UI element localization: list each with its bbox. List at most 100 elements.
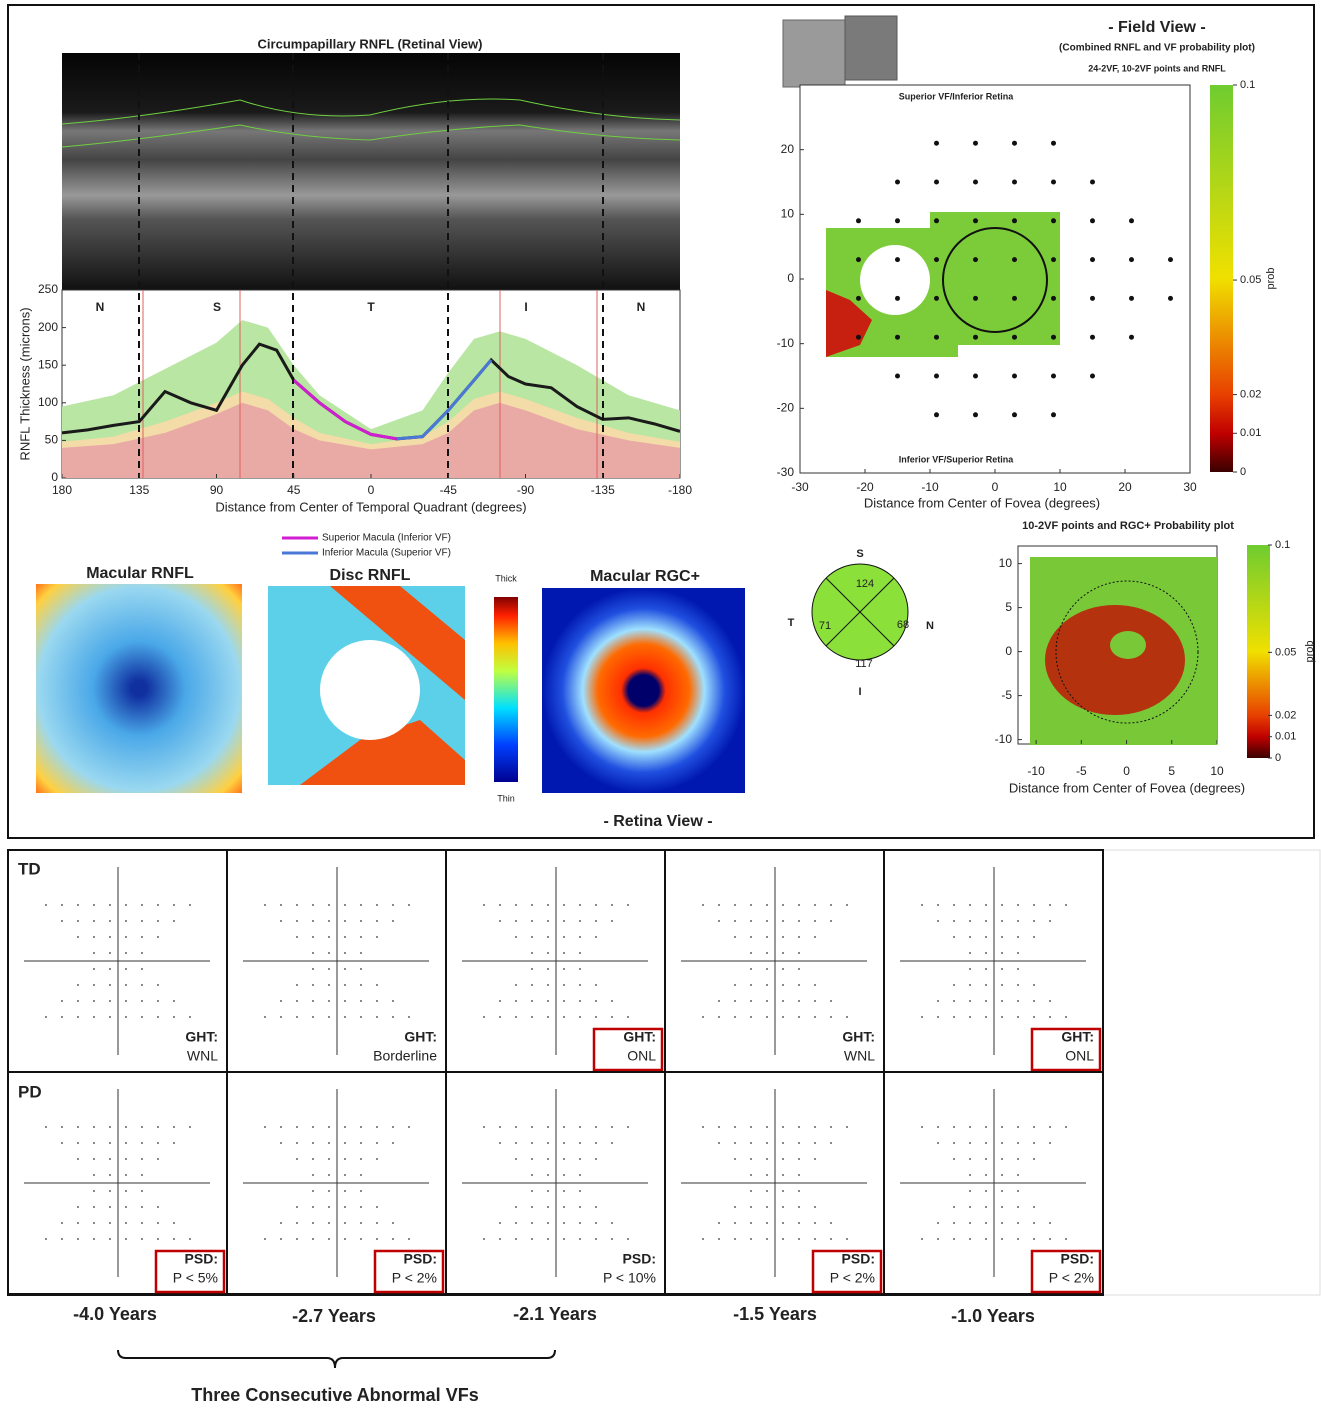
vf-point (934, 141, 939, 146)
vf-symbol (344, 920, 346, 922)
vf-symbol (798, 968, 800, 970)
vf-symbol (296, 1016, 298, 1018)
vf-symbol (921, 1126, 923, 1128)
vf-symbol (718, 1126, 720, 1128)
vf-symbol (985, 904, 987, 906)
colorbar-tick-label: 0.1 (1240, 79, 1255, 91)
y-tick-label: 200 (38, 320, 58, 334)
vf-symbol (1001, 920, 1003, 922)
vf-symbol (109, 968, 111, 970)
vf-symbol (798, 1016, 800, 1018)
vf-point (1090, 218, 1095, 223)
vf-symbol (264, 904, 266, 906)
vf-symbol (408, 1238, 410, 1240)
x-tick-label: 90 (210, 483, 224, 497)
vf-symbol (1017, 904, 1019, 906)
vf-point (934, 180, 939, 185)
rgc-normal (1110, 631, 1146, 659)
vf-point (934, 335, 939, 340)
vf-point (973, 180, 978, 185)
vf-symbol (312, 984, 314, 986)
vf-point (856, 296, 861, 301)
vf-symbol (157, 984, 159, 986)
quadrant-value: 71 (819, 620, 831, 632)
vf-symbol (798, 984, 800, 986)
vf-symbol (830, 1222, 832, 1224)
vf-symbol (312, 1158, 314, 1160)
vf-symbol (328, 968, 330, 970)
vf-symbol (77, 984, 79, 986)
vf-symbol (515, 1206, 517, 1208)
vf-symbol (766, 952, 768, 954)
vf-symbol (547, 1190, 549, 1192)
vf-symbol (985, 1142, 987, 1144)
vf-symbol (312, 1222, 314, 1224)
vf-symbol (734, 1222, 736, 1224)
vf-symbol (483, 904, 485, 906)
vf-symbol (611, 920, 613, 922)
vf-symbol (782, 1238, 784, 1240)
vf-symbol (750, 920, 752, 922)
vf-point (1012, 412, 1017, 417)
vf-point (1090, 180, 1095, 185)
vf-symbol (264, 1126, 266, 1128)
vf-symbol (360, 936, 362, 938)
vf-symbol (595, 984, 597, 986)
vf-symbol (563, 1238, 565, 1240)
vf-symbol (312, 1174, 314, 1176)
sector-label: N (637, 300, 646, 314)
vf-symbol (1049, 920, 1051, 922)
x-tick-label: 45 (287, 483, 301, 497)
vf-symbol (360, 904, 362, 906)
vf-symbol (344, 1222, 346, 1224)
vf-symbol (93, 1158, 95, 1160)
vf-symbol (985, 1016, 987, 1018)
vf-symbol (734, 936, 736, 938)
vf-symbol (61, 1000, 63, 1002)
vf-symbol (515, 1016, 517, 1018)
vf-symbol (312, 904, 314, 906)
vf-symbol (579, 1206, 581, 1208)
vf-symbol (579, 1238, 581, 1240)
legend-label: Superior Macula (Inferior VF) (322, 533, 451, 544)
vf-symbol (814, 1016, 816, 1018)
vf-index-value: P < 5% (173, 1270, 218, 1286)
vf-symbol (93, 1222, 95, 1224)
vf-symbol (515, 1158, 517, 1160)
vf-symbol (61, 1222, 63, 1224)
vf-symbol (173, 904, 175, 906)
vf-symbol (61, 1142, 63, 1144)
vf-symbol (718, 1000, 720, 1002)
vf-symbol (515, 936, 517, 938)
vf-symbol (579, 968, 581, 970)
y-tick-label: 10 (781, 207, 795, 221)
vf-symbol (953, 1016, 955, 1018)
vf-symbol (280, 920, 282, 922)
year-label: -2.7 Years (292, 1306, 376, 1326)
vf-symbol (125, 1206, 127, 1208)
vf-symbol (109, 1126, 111, 1128)
vf-symbol (531, 1174, 533, 1176)
vf-point (856, 335, 861, 340)
vf-symbol (312, 1000, 314, 1002)
vf-symbol (750, 904, 752, 906)
vf-point (934, 218, 939, 223)
vf-symbol (1017, 920, 1019, 922)
vf-symbol (93, 1142, 95, 1144)
vf-symbol (125, 968, 127, 970)
vf-symbol (563, 920, 565, 922)
vf-symbol (969, 1174, 971, 1176)
x-tick-label: -10 (921, 480, 939, 494)
vf-symbol (312, 1142, 314, 1144)
vf-symbol (328, 1222, 330, 1224)
colorbar-tick-label: 0.01 (1240, 427, 1261, 439)
vf-symbol (344, 1126, 346, 1128)
vf-point (895, 335, 900, 340)
vf-symbol (734, 1142, 736, 1144)
vf-symbol (531, 1000, 533, 1002)
vf-symbol (531, 1126, 533, 1128)
vf-symbol (798, 1238, 800, 1240)
colorbar-label: Thick (495, 573, 517, 583)
vf-symbol (157, 1206, 159, 1208)
vf-point (895, 296, 900, 301)
